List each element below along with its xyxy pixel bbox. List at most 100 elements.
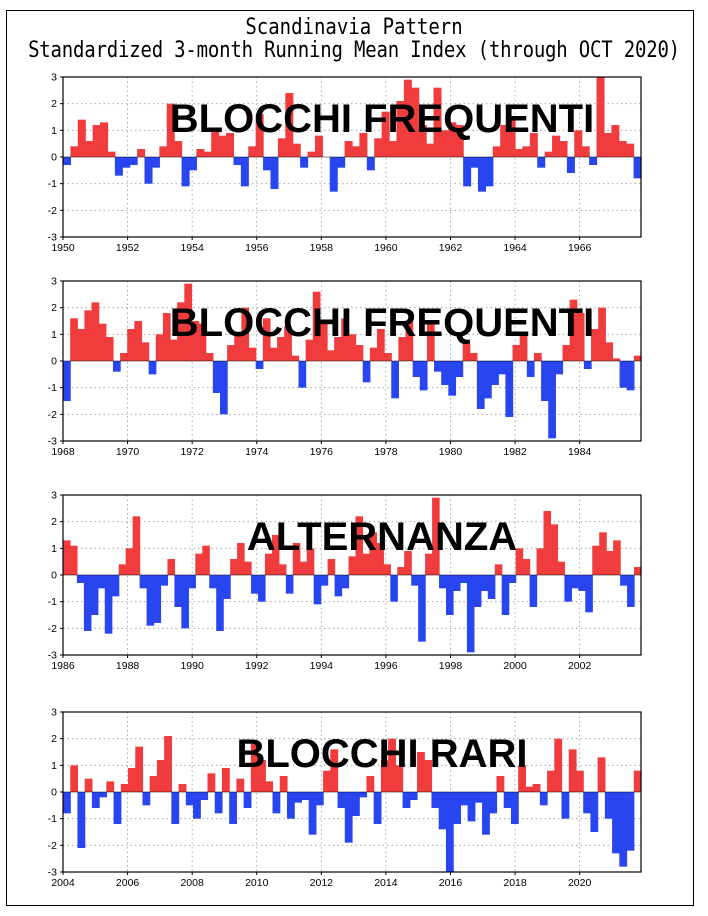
y-tick-label: -1 [48,178,57,190]
positive-bar [500,125,509,157]
negative-bar [604,792,613,819]
y-tick-label: 1 [51,543,57,555]
positive-bar [341,318,350,361]
positive-bar [70,318,78,361]
positive-bar [366,776,375,792]
negative-bar [445,792,454,872]
negative-bar [489,792,498,814]
positive-bar [618,141,627,157]
negative-bar [240,157,249,187]
positive-bar [166,103,175,157]
positive-bar [84,778,93,792]
x-tick-label: 2014 [374,877,398,889]
positive-bar [120,784,129,792]
positive-bar [543,511,552,575]
negative-bar [181,157,190,187]
negative-bar [466,575,475,653]
positive-bar [550,524,559,575]
positive-bar [496,776,505,792]
x-tick-label: 1980 [439,446,463,458]
positive-bar [352,146,361,157]
negative-bar [627,575,635,607]
positive-bar [105,337,114,361]
positive-bar [205,353,214,361]
negative-bar [477,157,486,192]
negative-bar [482,792,490,835]
positive-bar [135,746,144,792]
positive-bar [162,313,171,361]
negative-bar [510,792,519,824]
negative-bar [219,361,228,415]
y-tick-label: 2 [51,98,57,110]
positive-bar [568,749,577,792]
positive-bar [125,548,134,575]
y-tick-label: 3 [51,707,57,719]
positive-bar [262,318,271,361]
positive-bar [581,146,590,157]
positive-bar [307,151,316,157]
x-tick-label: 1992 [245,660,269,672]
negative-bar [300,157,309,168]
panel-overlay-label: BLOCCHI FREQUENTI [170,301,594,345]
x-tick-label: 1950 [51,242,75,254]
negative-bar [112,361,121,372]
negative-bar [453,792,461,824]
positive-bar [70,146,79,157]
negative-bar [480,575,489,591]
negative-bar [571,575,579,589]
positive-bar [404,551,412,575]
positive-bar [432,497,440,575]
positive-bar [70,765,79,792]
positive-bar [177,302,185,361]
negative-bar [590,792,599,832]
y-tick-label: -1 [48,382,57,394]
negative-bar [298,361,307,388]
negative-bar [255,361,264,369]
negative-bar [90,575,99,615]
positive-bar [141,342,150,361]
positive-bar [330,749,339,792]
x-tick-label: 1966 [568,242,592,254]
y-tick-label: -1 [48,596,57,608]
positive-bar [278,564,287,575]
positive-bar [533,353,542,361]
x-tick-label: 1962 [439,242,463,254]
negative-bar [151,157,160,168]
negative-bar [129,157,138,165]
x-tick-label: 1982 [503,446,527,458]
x-tick-label: 2004 [51,877,75,889]
negative-bar [113,792,122,824]
positive-bar [411,87,420,157]
positive-bar [292,143,301,157]
negative-bar [209,575,217,589]
positive-bar [424,760,433,792]
negative-bar [583,361,592,369]
negative-bar [212,361,221,393]
negative-bar [526,361,535,377]
negative-bar [459,575,468,583]
positive-bar [248,347,257,361]
positive-bar [536,548,545,575]
positive-bar [211,130,220,157]
negative-bar [439,575,447,589]
positive-bar [244,561,252,575]
positive-bar [127,329,135,361]
positive-bar [440,130,449,157]
positive-bar [306,548,315,575]
x-tick-label: 2018 [503,877,527,889]
positive-bar [494,564,503,575]
positive-bar [236,778,245,792]
positive-bar [605,342,614,361]
negative-bar [467,792,476,822]
negative-bar [448,361,457,396]
negative-bar [272,792,281,814]
positive-bar [598,307,606,361]
positive-bar [359,133,368,157]
positive-bar [522,146,531,157]
y-tick-label: 1 [51,760,57,772]
negative-bar [460,792,469,806]
positive-bar [559,141,568,157]
x-tick-label: 2016 [439,877,463,889]
panel-overlay-label: BLOCCHI RARI [236,732,527,776]
